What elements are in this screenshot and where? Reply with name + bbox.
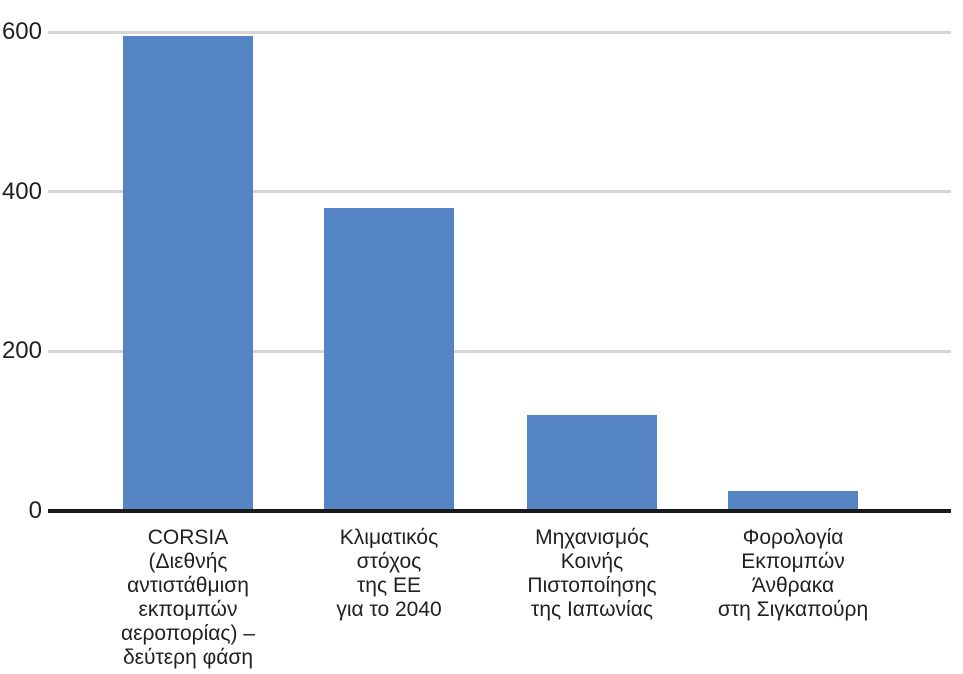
plot-area — [48, 0, 951, 511]
gridline-400 — [48, 190, 951, 194]
bar-4 — [728, 491, 858, 511]
gridline-200 — [48, 349, 951, 353]
x-axis-line — [48, 509, 951, 513]
bar-1 — [123, 36, 253, 511]
y-tick-label-200: 200 — [1, 337, 42, 365]
y-tick-label-600: 600 — [1, 18, 42, 45]
category-label-3: Μηχανισμός Κοινής Πιστοποίησης της Ιαπων… — [527, 526, 657, 621]
bar-3 — [527, 415, 657, 511]
bar-2 — [324, 208, 454, 511]
y-tick-label-400: 400 — [1, 177, 42, 205]
gridline-600 — [48, 30, 951, 34]
category-label-4: Φορολογία Εκπομπών Άνθρακα στη Σιγκαπούρ… — [717, 526, 869, 621]
category-label-2: Κλιματικός στόχος της ΕΕ για το 2040 — [336, 526, 442, 621]
category-label-1: CORSIA (Διεθνής αντιστάθμιση εκπομπών αε… — [120, 526, 256, 669]
y-tick-label-0: 0 — [28, 497, 42, 524]
